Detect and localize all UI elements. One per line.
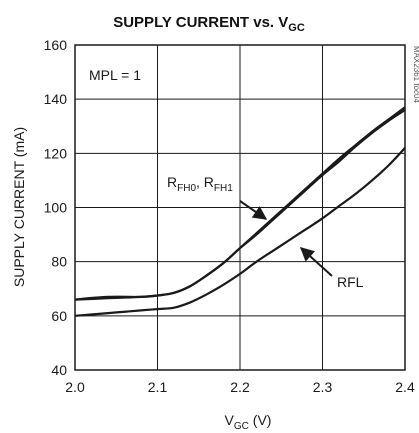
annotation-rfh-part: FH1 xyxy=(214,183,233,194)
annotation-rfh-part: R xyxy=(167,174,177,190)
series-line-rfl xyxy=(74,147,406,317)
series-layer xyxy=(74,106,406,317)
x-tick-label: 2.1 xyxy=(148,379,168,395)
y-axis-title: SUPPLY CURRENT (mA) xyxy=(11,127,27,287)
annotation-rfl-label: RFL xyxy=(337,274,364,290)
annotation-rfh-label: RFH0, RFH1 xyxy=(167,174,233,194)
y-tick-label: 80 xyxy=(51,254,67,270)
x-tick-label: 2.2 xyxy=(230,379,250,395)
y-tick-label: 160 xyxy=(44,37,68,53)
y-tick-label: 140 xyxy=(44,91,68,107)
series-line-rfh1 xyxy=(74,106,406,301)
grid-lines xyxy=(75,45,405,370)
x-tick-label: 2.0 xyxy=(65,379,85,395)
y-tick-label: 120 xyxy=(44,145,68,161)
x-tick-label: 2.3 xyxy=(313,379,333,395)
x-axis-title-units: (V) xyxy=(249,412,272,428)
chart-title-main: SUPPLY CURRENT vs. V xyxy=(113,14,288,31)
x-axis-title: VGC (V) xyxy=(225,412,272,432)
annotation-layer: RFH0, RFH1 RFL xyxy=(167,174,364,290)
chart-title-subscript: GC xyxy=(288,22,305,34)
annotation-rfh-arrow xyxy=(239,200,268,220)
x-axis-title-subscript: GC xyxy=(234,421,249,432)
x-axis-title-main: V xyxy=(225,412,235,428)
tick-labels: 2.0 2.1 2.2 2.3 2.4 40 60 80 100 120 140 160 xyxy=(44,37,415,395)
annotation-rfl-arrow xyxy=(299,247,333,277)
annotation-rfl-part: RFL xyxy=(337,274,364,290)
chart-title: SUPPLY CURRENT vs. VGC xyxy=(113,14,305,34)
condition-label: MPL = 1 xyxy=(89,67,141,83)
y-tick-label: 100 xyxy=(44,200,68,216)
figure-id-label: MAX2361 toc04 xyxy=(412,46,419,103)
plot-frame xyxy=(74,44,406,371)
x-tick-label: 2.4 xyxy=(395,379,415,395)
y-tick-label: 60 xyxy=(51,308,67,324)
y-tick-label: 40 xyxy=(51,362,67,378)
annotation-rfh-part: FH0 xyxy=(177,183,196,194)
annotation-rfh-part: , R xyxy=(196,174,214,190)
